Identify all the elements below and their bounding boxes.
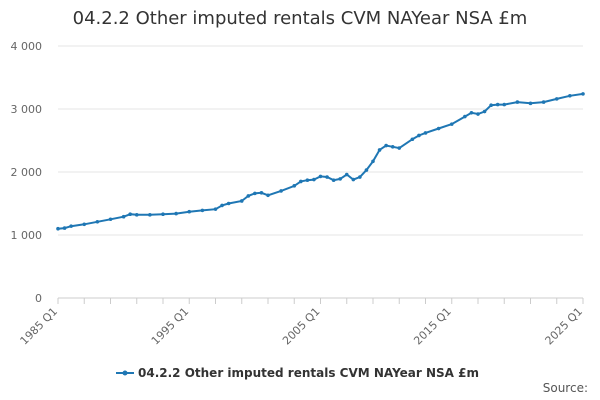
data-point [95, 219, 100, 224]
data-point [581, 92, 585, 96]
data-point [312, 177, 316, 182]
data-point [410, 137, 415, 142]
data-point [568, 93, 572, 98]
data-point [502, 102, 507, 107]
data-point [134, 213, 139, 217]
data-point [128, 212, 132, 217]
data-point [390, 145, 395, 149]
data-point [69, 224, 73, 228]
data-point [292, 184, 297, 188]
data-point [62, 226, 67, 230]
data-point [121, 214, 126, 219]
data-point [253, 191, 257, 196]
data-point [305, 178, 310, 182]
data-point [239, 199, 244, 203]
data-point [449, 122, 454, 126]
data-point [226, 201, 231, 206]
data-point [364, 168, 369, 172]
data-point [299, 179, 303, 184]
data-point [495, 102, 500, 107]
data-point [56, 226, 60, 231]
data-point [220, 203, 224, 208]
y-tick-label: 4 000 [11, 40, 43, 53]
data-point [108, 217, 113, 222]
data-point [82, 222, 87, 227]
source-label: Source: [542, 381, 588, 395]
y-tick-label: 1 000 [11, 229, 43, 242]
y-tick-label: 0 [35, 292, 42, 305]
data-point [344, 172, 349, 177]
data-point [318, 174, 323, 179]
x-tick-label: 1985 Q1 [18, 305, 61, 348]
data-point [246, 194, 251, 198]
data-point [436, 126, 441, 131]
data-point [358, 175, 362, 179]
data-point [266, 193, 270, 198]
data-point [417, 133, 421, 138]
y-tick-label: 3 000 [11, 103, 43, 116]
data-point [371, 159, 375, 164]
data-point [423, 131, 428, 135]
data-point [174, 211, 178, 216]
x-tick-label: 2005 Q1 [280, 305, 323, 348]
data-point [515, 100, 520, 104]
data-point [187, 209, 192, 214]
chart-title: 04.2.2 Other imputed rentals CVM NAYear … [72, 8, 528, 29]
data-point [397, 146, 402, 150]
x-tick-label: 2015 Q1 [411, 305, 454, 348]
data-point [476, 112, 480, 116]
data-point [541, 100, 546, 104]
data-point [279, 189, 283, 193]
data-point [338, 177, 342, 181]
data-point [213, 207, 218, 211]
data-point [331, 178, 336, 182]
data-point [148, 213, 152, 217]
data-point [351, 177, 356, 182]
data-point [528, 101, 533, 106]
data-point [161, 212, 165, 217]
x-tick-label: 2025 Q1 [543, 305, 586, 348]
data-point [377, 148, 382, 152]
data-point [554, 97, 559, 101]
data-point [200, 208, 205, 213]
data-point [259, 190, 264, 195]
data-point [469, 110, 474, 115]
data-point [325, 175, 329, 179]
series-line [57, 92, 584, 230]
data-point [463, 114, 467, 119]
legend-label: 04.2.2 Other imputed rentals CVM NAYear … [138, 366, 479, 380]
legend-swatch-marker [122, 370, 128, 376]
x-tick-label: 1995 Q1 [149, 305, 192, 348]
data-point [384, 143, 388, 148]
y-tick-label: 2 000 [11, 166, 43, 179]
data-point [482, 109, 487, 114]
data-point [489, 103, 493, 108]
